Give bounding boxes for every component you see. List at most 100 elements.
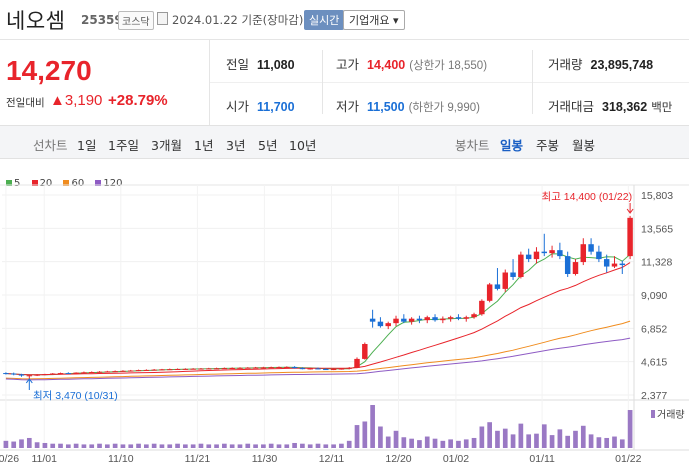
volume-bar	[26, 437, 32, 448]
stat-label: 시가	[226, 100, 250, 114]
volume-bar	[144, 444, 149, 448]
legend-ma5: 5	[6, 178, 20, 189]
y-tick-label: 11,328	[641, 257, 672, 269]
chart-toolbar: 선차트 1일 1주일 3개월 1년 3년 5년 10년 봉차트 일봉 주봉 월봉	[0, 125, 689, 159]
candle-body	[440, 318, 446, 321]
x-tick-label: 01/02	[443, 453, 469, 465]
candle-body	[572, 262, 579, 274]
volume-bar	[237, 444, 243, 448]
candle-body	[432, 317, 438, 321]
period-3m[interactable]: 3개월	[151, 138, 182, 153]
legend-swatch	[95, 180, 102, 186]
candle-body	[541, 251, 548, 254]
period-10y[interactable]: 10년	[289, 138, 317, 153]
legend-label: 120	[103, 178, 123, 189]
stat-high: 고가 14,400 (상한가 18,550)	[336, 54, 487, 73]
stat-value: 11,500	[367, 100, 405, 114]
period-1d[interactable]: 1일	[77, 138, 97, 153]
ma5-line	[5, 253, 631, 376]
candle-body	[26, 375, 33, 377]
realtime-button[interactable]: 실시간	[304, 10, 345, 30]
stat-value: 14,400	[367, 58, 406, 72]
volume-bar	[112, 443, 118, 448]
candle-body	[190, 368, 196, 370]
ma120-line	[5, 337, 631, 381]
volume-bar	[198, 443, 204, 448]
candle-body	[424, 317, 430, 321]
upper-limit: (상한가 18,550)	[409, 60, 488, 72]
candle-body	[198, 368, 204, 370]
x-tick-label: 10/26	[0, 453, 19, 465]
stock-header: 네오셈 253590 코스닥 2024.01.22 기준(장마감) 실시간 기업…	[0, 0, 689, 40]
volume-bar	[354, 425, 360, 448]
volume-bar	[261, 444, 266, 448]
stat-amount: 거래대금 318,362 백만	[548, 96, 672, 115]
period-1w[interactable]: 1주일	[108, 138, 139, 153]
candle-body	[135, 370, 142, 372]
stats-divider	[322, 50, 323, 114]
y-tick-label: 2,377	[641, 390, 667, 402]
period-5y[interactable]: 5년	[258, 138, 278, 153]
candle-chart-tab[interactable]: 봉차트	[455, 138, 490, 153]
candle-body	[221, 368, 228, 370]
period-1y[interactable]: 1년	[194, 138, 214, 153]
volume-bar	[432, 438, 438, 448]
stat-label: 전일	[226, 58, 250, 72]
candle-monthly[interactable]: 월봉	[572, 138, 596, 153]
stat-unit: 백만	[651, 102, 673, 114]
y-tick-label: 13,565	[641, 223, 673, 235]
candle-body	[42, 374, 48, 376]
volume-bar	[151, 443, 157, 448]
candle-body	[73, 372, 79, 374]
x-tick-label: 01/11	[529, 453, 555, 465]
volume-bar	[89, 444, 95, 448]
volume-bar	[541, 424, 547, 448]
volume-bar	[73, 443, 79, 448]
x-tick-label: 11/01	[31, 453, 57, 465]
candle-body	[307, 368, 313, 370]
candle-body	[104, 371, 111, 373]
x-tick-label: 12/11	[319, 453, 345, 465]
candle-body	[260, 367, 267, 369]
candle-body	[401, 318, 407, 322]
x-tick-label: 11/30	[252, 453, 278, 465]
candle-body	[549, 250, 555, 254]
candle-body	[486, 284, 493, 301]
volume-bar	[3, 440, 9, 448]
legend-swatch	[63, 180, 70, 186]
period-3y[interactable]: 3년	[226, 138, 246, 153]
volume-bar	[627, 410, 633, 448]
candle-body	[510, 272, 516, 277]
x-tick-label: 12/20	[385, 453, 411, 465]
volume-bar	[518, 423, 524, 448]
candle-body	[580, 244, 587, 263]
line-chart-tab[interactable]: 선차트	[33, 138, 68, 153]
company-overview-dropdown[interactable]: 기업개요 ▾	[343, 10, 405, 30]
candle-body	[525, 254, 532, 260]
stat-value: 11,080	[257, 58, 295, 72]
volume-bar	[487, 422, 492, 448]
candle-body	[471, 314, 477, 318]
candle-daily[interactable]: 일봉	[500, 138, 524, 153]
volume-bar	[385, 436, 391, 448]
volume-bar	[206, 444, 212, 448]
candle-body	[96, 371, 103, 373]
stat-open: 시가 11,700	[226, 96, 295, 115]
candle-body	[518, 254, 524, 277]
volume-legend-swatch	[651, 410, 655, 418]
volume-bar	[424, 436, 430, 448]
legend-swatch	[6, 180, 12, 186]
candle-body	[564, 256, 571, 274]
volume-bar	[573, 430, 578, 448]
stat-label: 고가	[336, 58, 360, 72]
volume-bar	[378, 426, 383, 448]
volume-bar	[393, 430, 399, 448]
volume-bar	[136, 443, 141, 448]
stat-value: 318,362	[602, 100, 648, 114]
candle-body	[596, 251, 602, 260]
volume-bar	[565, 435, 571, 448]
candle-weekly[interactable]: 주봉	[536, 138, 560, 153]
candle-body	[276, 367, 282, 369]
volume-bar	[362, 421, 368, 448]
